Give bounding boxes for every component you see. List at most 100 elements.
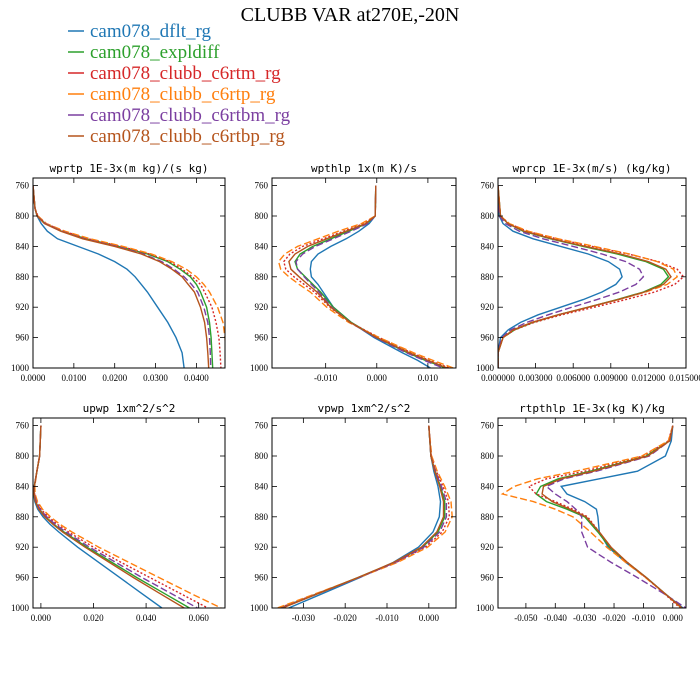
x-tick-label: 0.000: [663, 613, 684, 623]
y-tick-label: 960: [481, 573, 495, 583]
y-tick-label: 800: [481, 211, 495, 221]
y-tick-label: 760: [481, 421, 495, 431]
y-tick-label: 760: [16, 181, 30, 191]
series-line: [33, 425, 209, 608]
series-line: [278, 425, 451, 608]
y-tick-label: 880: [481, 272, 495, 282]
x-tick-label: 0.003000: [519, 373, 553, 383]
y-tick-label: 800: [255, 451, 269, 461]
x-tick-label: 0.000: [31, 613, 52, 623]
y-tick-label: 800: [255, 211, 269, 221]
legend-entry: cam078_expldiff: [90, 42, 220, 63]
series-line: [280, 425, 446, 608]
y-tick-label: 840: [481, 481, 495, 491]
chart-panel: upwp 1xm^2/s^2 760 800 840 880 920 960 10000.00…: [11, 402, 226, 623]
legend-entry: cam078_clubb_c6rtbp_rg: [90, 126, 285, 147]
series-line: [288, 185, 448, 368]
series-line: [282, 425, 445, 608]
x-tick-label: 0.000: [419, 613, 440, 623]
panel-frame: [32, 417, 226, 609]
panel-title: wpthlp 1x(m K)/s: [311, 162, 417, 175]
series-line: [33, 425, 198, 608]
x-tick-label: 0.000000: [481, 373, 515, 383]
series-line: [545, 425, 686, 608]
y-tick-label: 920: [255, 302, 269, 312]
x-tick-label: 0.0100: [61, 373, 86, 383]
legend-entry: cam078_clubb_c6rtp_rg: [90, 84, 276, 105]
y-tick-label: 1000: [250, 363, 269, 373]
series-line: [277, 185, 454, 368]
series-line: [527, 425, 681, 608]
y-tick-label: 800: [481, 451, 495, 461]
panel-title: wprcp 1E-3x(m/s) (kg/kg): [513, 162, 672, 175]
y-tick-label: 1000: [476, 363, 495, 373]
y-tick-label: 1000: [11, 603, 30, 613]
panel-frame: [271, 177, 457, 369]
y-tick-label: 880: [481, 512, 495, 522]
y-tick-label: 960: [16, 573, 30, 583]
series-line: [498, 185, 685, 368]
x-tick-label: 0.0400: [184, 373, 209, 383]
series-line: [498, 185, 645, 368]
series-line: [309, 185, 431, 368]
y-tick-label: 760: [16, 421, 30, 431]
x-tick-label: -0.010: [632, 613, 656, 623]
series-line: [288, 425, 442, 608]
series-line: [498, 185, 672, 368]
x-tick-label: 0.009000: [594, 373, 628, 383]
y-tick-label: 920: [481, 542, 495, 552]
legend-entry: cam078_clubb_c6rtm_rg: [90, 63, 281, 84]
y-tick-label: 960: [255, 573, 269, 583]
y-tick-label: 920: [16, 542, 30, 552]
y-tick-label: 840: [16, 481, 30, 491]
series-line: [33, 185, 212, 368]
x-tick-label: 0.010: [418, 373, 439, 383]
panel-frame: [497, 177, 687, 369]
series-line: [294, 185, 447, 368]
panel-frame: [271, 417, 457, 609]
y-tick-label: 840: [16, 241, 30, 251]
panels: wprtp 1E-3x(m kg)/(s kg) 760 800 840 880 920 9…: [11, 162, 700, 623]
chart-panel: wprcp 1E-3x(m/s) (kg/kg) 760 800 840 880 920 9…: [476, 162, 700, 383]
y-tick-label: 840: [481, 241, 495, 251]
series-line: [33, 185, 225, 351]
y-tick-label: 960: [481, 333, 495, 343]
y-tick-label: 840: [255, 241, 269, 251]
series-line: [500, 425, 683, 608]
x-tick-label: -0.020: [602, 613, 626, 623]
series-line: [33, 185, 214, 368]
y-tick-label: 880: [255, 272, 269, 282]
chart-panel: vpwp 1xm^2/s^2 760 800 840 880 920 960 1000 -0.0…: [250, 402, 457, 623]
legend-entry: cam078_clubb_c6rtbm_rg: [90, 105, 291, 126]
y-tick-label: 960: [255, 333, 269, 343]
series-line: [498, 185, 679, 368]
series-line: [295, 185, 444, 368]
series-line: [33, 185, 210, 368]
panel-frame: [32, 177, 226, 369]
legend: cam078_dflt_rgcam078_expldiffcam078_club…: [68, 21, 291, 147]
y-tick-label: 920: [16, 302, 30, 312]
x-tick-label: 0.0200: [102, 373, 127, 383]
y-tick-label: 800: [16, 211, 30, 221]
y-tick-label: 1000: [250, 603, 269, 613]
chart-panel: wprtp 1E-3x(m kg)/(s kg) 760 800 840 880 920 9…: [11, 162, 226, 383]
series-line: [535, 425, 683, 608]
series-line: [281, 425, 448, 608]
x-tick-label: 0.060: [189, 613, 210, 623]
series-line: [34, 425, 222, 608]
x-tick-label: -0.030: [292, 613, 316, 623]
y-tick-label: 800: [16, 451, 30, 461]
x-tick-label: -0.040: [544, 613, 568, 623]
x-tick-label: 0.000: [367, 373, 388, 383]
panel-title: upwp 1xm^2/s^2: [83, 402, 176, 415]
x-tick-label: 0.0300: [143, 373, 168, 383]
x-tick-label: 0.006000: [556, 373, 590, 383]
x-tick-label: 0.0000: [21, 373, 46, 383]
y-tick-label: 880: [255, 512, 269, 522]
y-tick-label: 880: [16, 512, 30, 522]
series-line: [277, 425, 453, 608]
x-tick-label: 0.012000: [632, 373, 666, 383]
series-line: [33, 425, 190, 608]
y-tick-label: 960: [16, 333, 30, 343]
